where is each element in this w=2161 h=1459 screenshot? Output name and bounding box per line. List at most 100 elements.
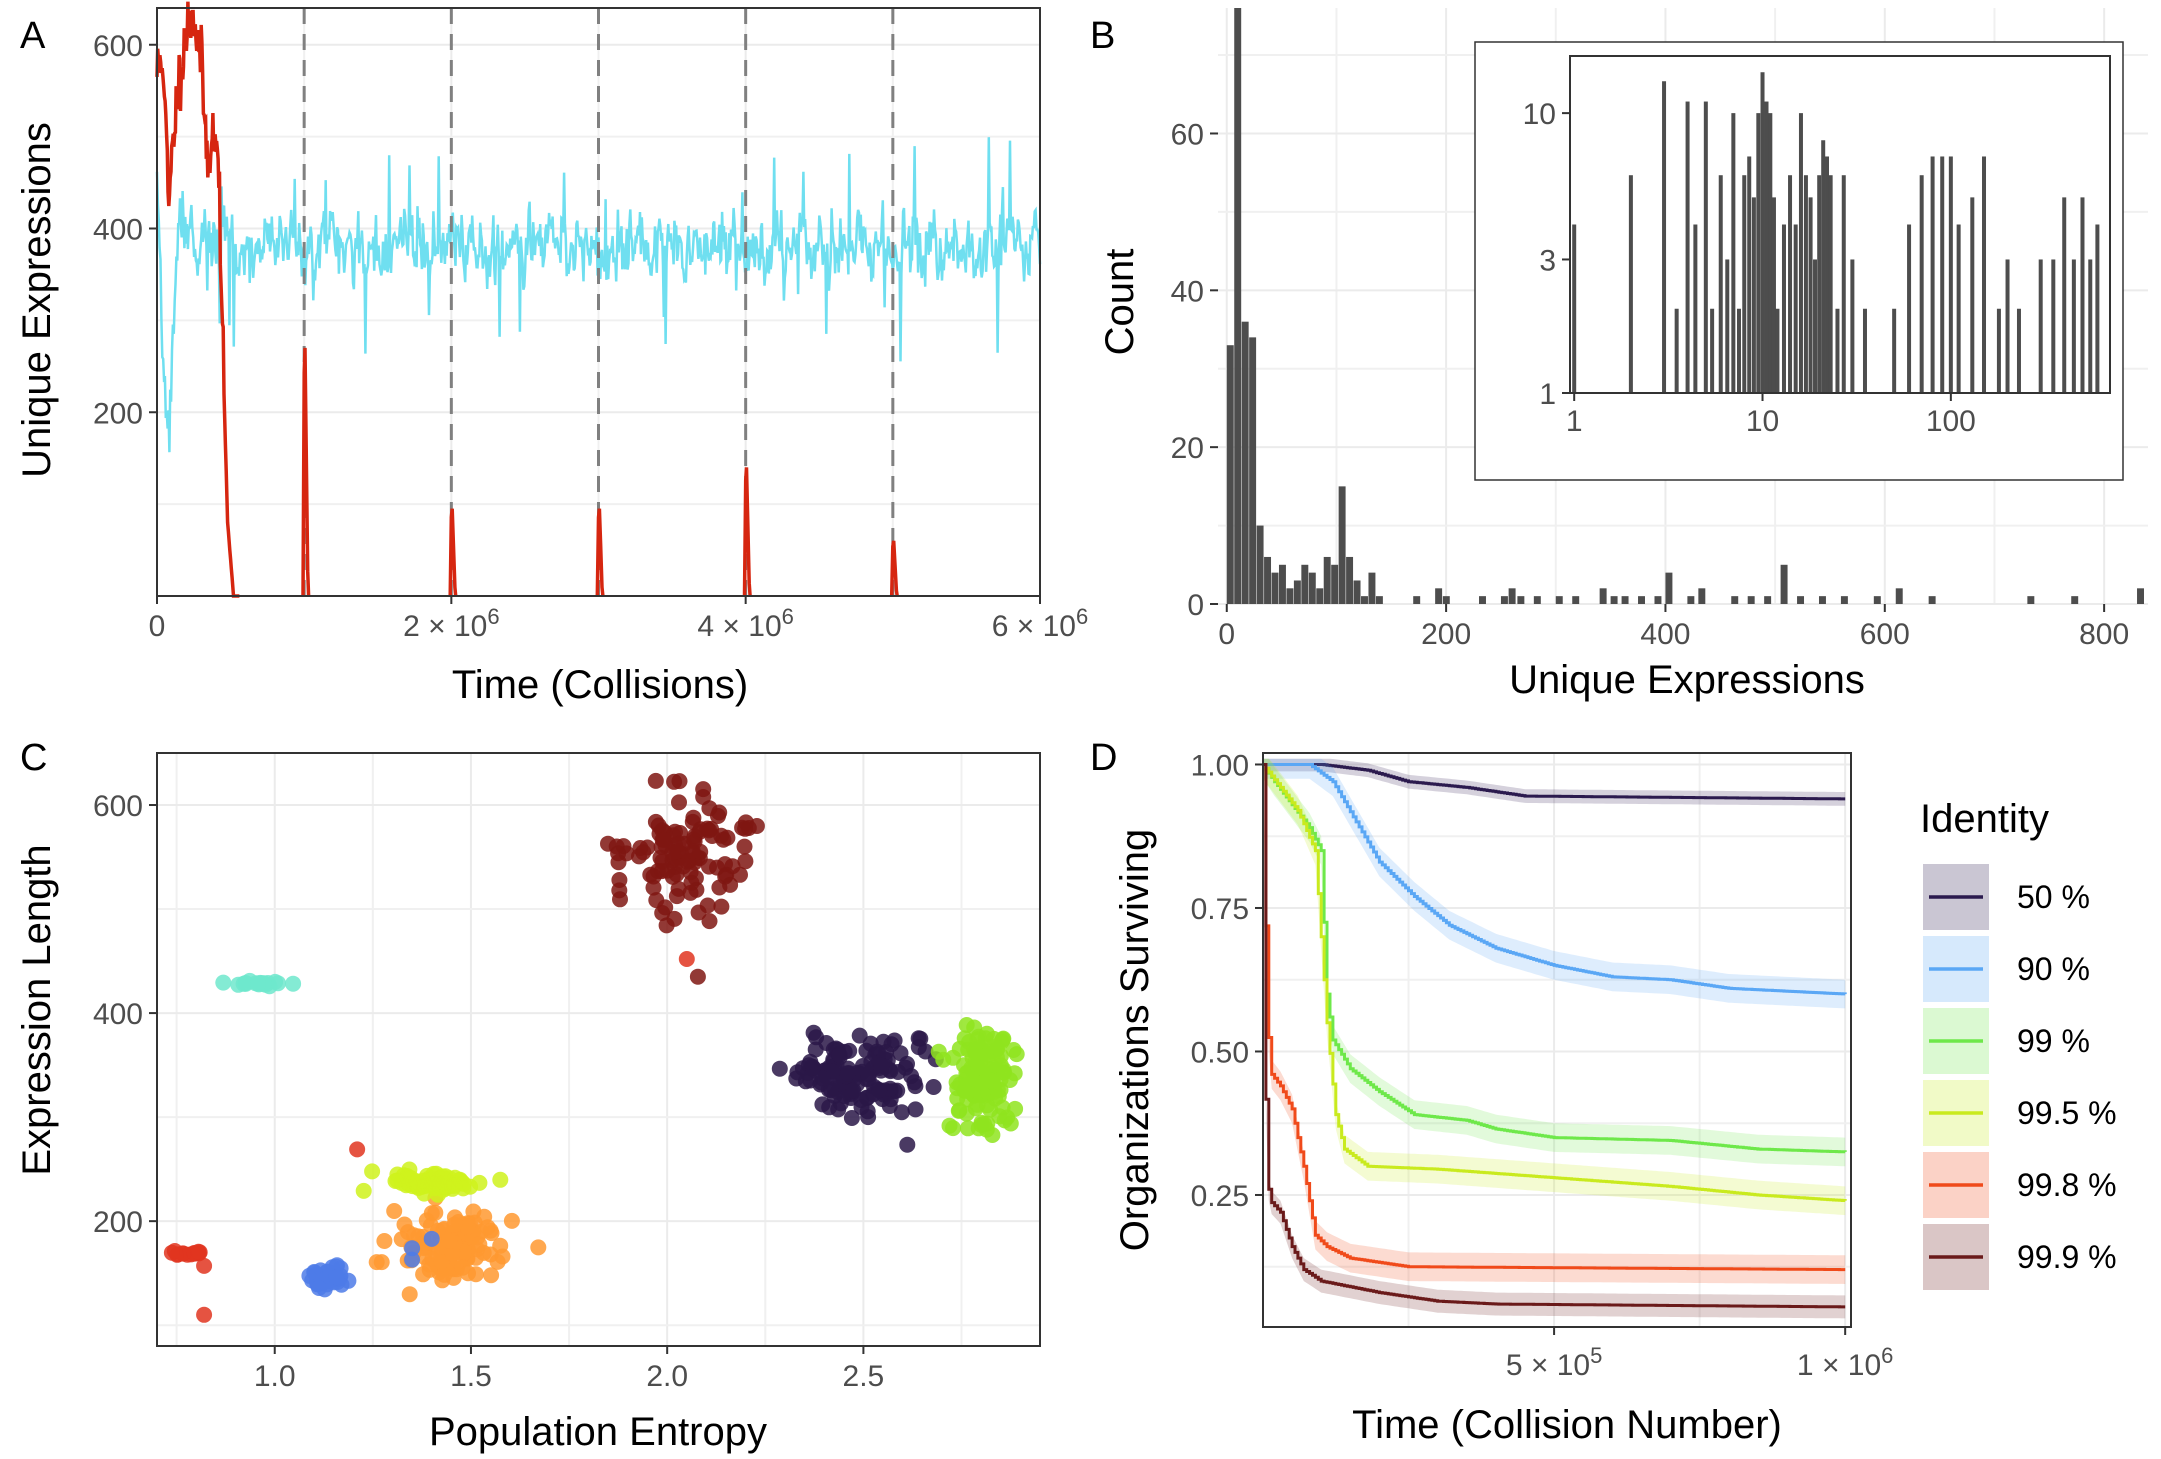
panel-c-point: [789, 1064, 806, 1081]
panel-d-line-1: [1263, 763, 1846, 801]
panel-b-inset-x-tick-2: 100: [1926, 405, 1976, 438]
panel-c-point: [839, 1065, 856, 1082]
panel-c-point: [424, 1175, 441, 1192]
panel-b-bar: [1555, 596, 1563, 604]
panel-b-inset-bar: [2062, 197, 2067, 393]
panel-c-point: [892, 1045, 909, 1062]
panel-b-inset-bar: [1940, 156, 1945, 393]
panel-c-point: [930, 1043, 947, 1060]
panel-c-x-tick-1: 1.5: [450, 1360, 492, 1393]
legend-label-1: 50 %: [2017, 879, 2090, 915]
panel-b-inset-x-tick-1: 10: [1746, 405, 1779, 438]
panel-c-point: [689, 968, 706, 985]
panel-a-red-spike-5: [889, 540, 899, 597]
panel-b-inset-bar: [2088, 259, 2093, 393]
panel-d-x-tick-0-exp: 5: [1590, 1343, 1602, 1368]
panel-b-bar: [1256, 525, 1264, 604]
panel-b-inset-bar: [1768, 113, 1773, 393]
panel-c-point: [713, 898, 730, 915]
panel-c-point: [418, 1212, 435, 1229]
panel-c-point: [692, 821, 709, 838]
panel-b-inset-bar: [1747, 156, 1752, 393]
panel-d-grid: [1263, 753, 1851, 1327]
panel-c-point: [441, 1232, 458, 1249]
panel-c-point: [664, 844, 681, 861]
panel-c-point: [859, 1089, 876, 1106]
legend-title: Identity: [1920, 797, 2049, 841]
panel-b-bar: [1665, 572, 1673, 604]
panel-letter-b: B: [1090, 15, 1115, 57]
panel-b-bar: [1413, 596, 1421, 604]
panel-d-line-4: [1263, 763, 1847, 1202]
panel-d-line-5: [1263, 763, 1846, 1272]
panel-b-inset-bar: [2095, 224, 2100, 393]
panel-b-inset-bar: [1798, 113, 1803, 393]
panel-b-bar: [1286, 588, 1294, 604]
panel-c-point: [941, 1117, 958, 1134]
panel-c-y-title: Expression Length: [15, 844, 59, 1175]
panel-b-bar: [1278, 564, 1286, 604]
panel-b-bar: [1780, 564, 1788, 604]
panel-b-inset-bar: [1919, 175, 1924, 393]
panel-b-x-tick-4: 800: [2079, 618, 2129, 651]
panel-b-inset-bar: [1742, 175, 1747, 393]
panel-c-point: [433, 1254, 450, 1271]
panel-b-bar: [1500, 596, 1508, 604]
panel-c-point: [435, 1174, 452, 1191]
panel-letter-c: C: [20, 737, 47, 779]
panel-d-legend: Identity 50 % 90 % 99 % 99.5 % 99.8 % 99.9 %: [1920, 797, 2117, 1290]
panel-c-point: [845, 1082, 862, 1099]
panel-b-inset-bar: [1808, 197, 1813, 393]
panel-b-inset-bar: [1771, 197, 1776, 393]
panel-b-y-title: Count: [1098, 249, 1142, 356]
panel-d-x-tick-0: 5 × 105: [1506, 1343, 1603, 1382]
panel-c-point: [250, 975, 266, 992]
panel-b-inset-bar: [1970, 197, 1975, 393]
panel-d-x-tick-1-base: 1 × 10: [1797, 1349, 1881, 1382]
panel-b-bar: [1323, 556, 1331, 604]
panel-d-x-tick-1: 1 × 106: [1797, 1343, 1894, 1382]
panel-b-bar: [1797, 596, 1805, 604]
panel-c-point: [355, 1182, 372, 1199]
panel-b-bar: [1361, 596, 1368, 604]
panel-c-point: [647, 772, 664, 789]
panel-b-inset-x-tick-0: 1: [1566, 405, 1583, 438]
panel-b-bar: [1368, 572, 1376, 604]
panel-d-x-title: Time (Collision Number): [1352, 1403, 1782, 1447]
panel-b-bar: [1301, 564, 1309, 604]
panel-a-x-tick-3-exp: 6: [1076, 604, 1088, 629]
panel-b-inset-bar: [1813, 259, 1818, 393]
panel-c-y-tick-1: 400: [93, 998, 143, 1031]
panel-c-point: [881, 1098, 898, 1114]
panel-b-inset-bar: [2038, 259, 2043, 393]
panel-c-point: [950, 1102, 967, 1119]
panel-b-bar: [1264, 556, 1272, 604]
panel-d-line-6: [1263, 763, 1846, 1309]
panel-b-inset-bar: [1662, 81, 1667, 394]
panel-c-point: [1007, 1100, 1024, 1117]
panel-b-inset-bar: [2080, 197, 2085, 393]
panel-c-point: [393, 1231, 410, 1248]
panel-b-inset-bar: [1628, 175, 1633, 393]
panel-d-band-1: [1263, 758, 1846, 806]
panel-c-point: [659, 862, 676, 879]
panel-c-point: [967, 1044, 984, 1061]
panel-d-y-tick-1: 0.50: [1191, 1036, 1249, 1069]
panel-b-bar: [1731, 596, 1739, 604]
panel-b-inset-y-tick-1: 3: [1539, 244, 1556, 277]
panel-c-point: [903, 1068, 920, 1084]
panel-b-bar: [1928, 596, 1936, 604]
panel-b-bar: [1818, 596, 1826, 604]
panel-d-y-title: Organizations Surviving: [1113, 829, 1157, 1251]
panel-b-inset-bar: [1674, 308, 1679, 393]
panel-b-bar: [1331, 564, 1339, 604]
panel-letter-a: A: [20, 15, 46, 57]
panel-d-x-tick-1-exp: 6: [1881, 1343, 1893, 1368]
panel-b-inset-bar: [1764, 101, 1769, 394]
panel-c-point: [479, 1219, 496, 1236]
panel-c-point: [831, 1047, 848, 1063]
panel-c-point: [610, 854, 627, 871]
panel-a-y-tick-0: 200: [93, 397, 143, 430]
panel-a-red-spike-3: [595, 508, 605, 597]
